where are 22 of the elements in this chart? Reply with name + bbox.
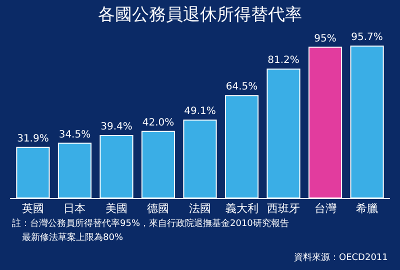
x-tick-label: 法國 (189, 202, 211, 216)
x-tick-label: 西班牙 (267, 202, 300, 216)
data-label: 42.0% (142, 117, 174, 128)
x-tick-label: 台灣 (314, 202, 336, 216)
data-label: 81.2% (268, 55, 300, 66)
data-label: 64.5% (226, 82, 258, 93)
data-label: 95% (314, 33, 336, 44)
x-tick-label: 美國 (105, 202, 128, 216)
data-label: 34.5% (58, 129, 91, 140)
data-label: 39.4% (100, 121, 132, 132)
x-tick-label: 德國 (147, 202, 170, 216)
data-label: 49.1% (184, 106, 216, 118)
chart-title: 各國公務員退休所得替代率 (98, 5, 302, 25)
x-tick-label: 日本 (64, 202, 86, 216)
text: 最新修法草案上限為80% (22, 232, 124, 243)
x-tick-label: 希臘 (356, 202, 378, 216)
x-tick-label: 英國 (22, 202, 44, 216)
x-tick-label: 義大利 (225, 202, 258, 216)
data-label: 31.9% (17, 133, 49, 144)
data-label: 95.7% (351, 32, 383, 44)
source-note: 資料來源：OECD2011 (294, 252, 388, 263)
text: 註：台灣公務員所得替代率95%，來自行政院退撫基金2010研究報告 (12, 218, 289, 229)
